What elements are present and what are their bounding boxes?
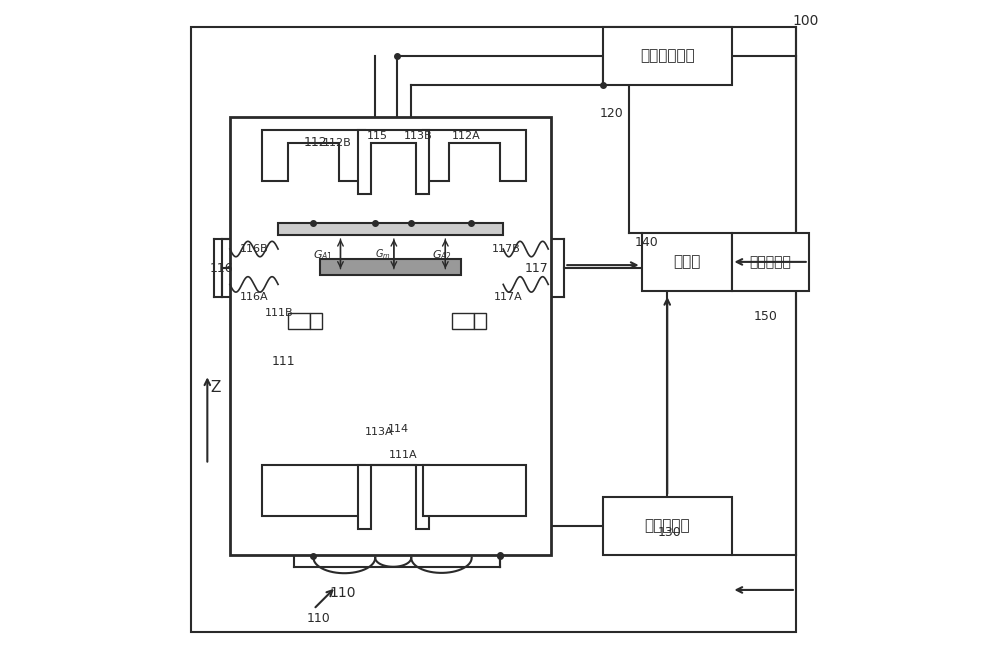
Bar: [278, 224, 503, 235]
Text: 130: 130: [658, 526, 681, 539]
Text: 控制器: 控制器: [673, 255, 700, 269]
Polygon shape: [358, 130, 429, 194]
Text: 117: 117: [524, 262, 548, 275]
Text: 110: 110: [329, 586, 356, 600]
Text: 112: 112: [304, 136, 327, 149]
Polygon shape: [423, 464, 526, 516]
Bar: [230, 117, 551, 554]
Text: 116: 116: [209, 262, 233, 275]
Text: 113B: 113B: [404, 132, 432, 141]
Text: 150: 150: [754, 310, 778, 323]
Text: $G_{A1}$: $G_{A1}$: [313, 249, 333, 262]
Text: 100: 100: [793, 14, 819, 28]
Bar: [320, 258, 461, 275]
Text: 120: 120: [600, 107, 623, 120]
Bar: [452, 313, 474, 329]
Bar: [732, 233, 809, 291]
Text: 间隙检技部: 间隙检技部: [644, 518, 690, 533]
Text: $G_{A2}$: $G_{A2}$: [432, 249, 452, 262]
Text: 112A: 112A: [452, 132, 481, 141]
Text: 117A: 117A: [494, 292, 522, 302]
Text: 111A: 111A: [389, 450, 417, 460]
Text: 110: 110: [307, 612, 331, 625]
Text: Z: Z: [211, 380, 221, 395]
Bar: [288, 313, 310, 329]
Text: 140: 140: [635, 236, 659, 249]
Text: 偏置驱动电路: 偏置驱动电路: [640, 48, 695, 63]
Text: 116B: 116B: [239, 244, 268, 254]
Text: 111: 111: [272, 355, 295, 368]
Bar: [310, 313, 322, 329]
Text: 117B: 117B: [492, 244, 520, 254]
Polygon shape: [423, 130, 526, 182]
Polygon shape: [262, 464, 365, 516]
Bar: [603, 27, 732, 85]
Text: $G_m$: $G_m$: [375, 247, 391, 261]
Bar: [474, 313, 486, 329]
Text: 113A: 113A: [365, 428, 394, 437]
Polygon shape: [262, 130, 365, 182]
Bar: [603, 497, 732, 554]
Polygon shape: [358, 464, 429, 529]
Text: 116A: 116A: [239, 292, 268, 302]
Text: 115: 115: [367, 132, 388, 141]
Text: 112B: 112B: [323, 138, 352, 148]
Bar: [642, 233, 732, 291]
Text: 111B: 111B: [265, 308, 294, 318]
Text: 114: 114: [387, 424, 409, 434]
Text: 微型计算机: 微型计算机: [749, 255, 791, 269]
